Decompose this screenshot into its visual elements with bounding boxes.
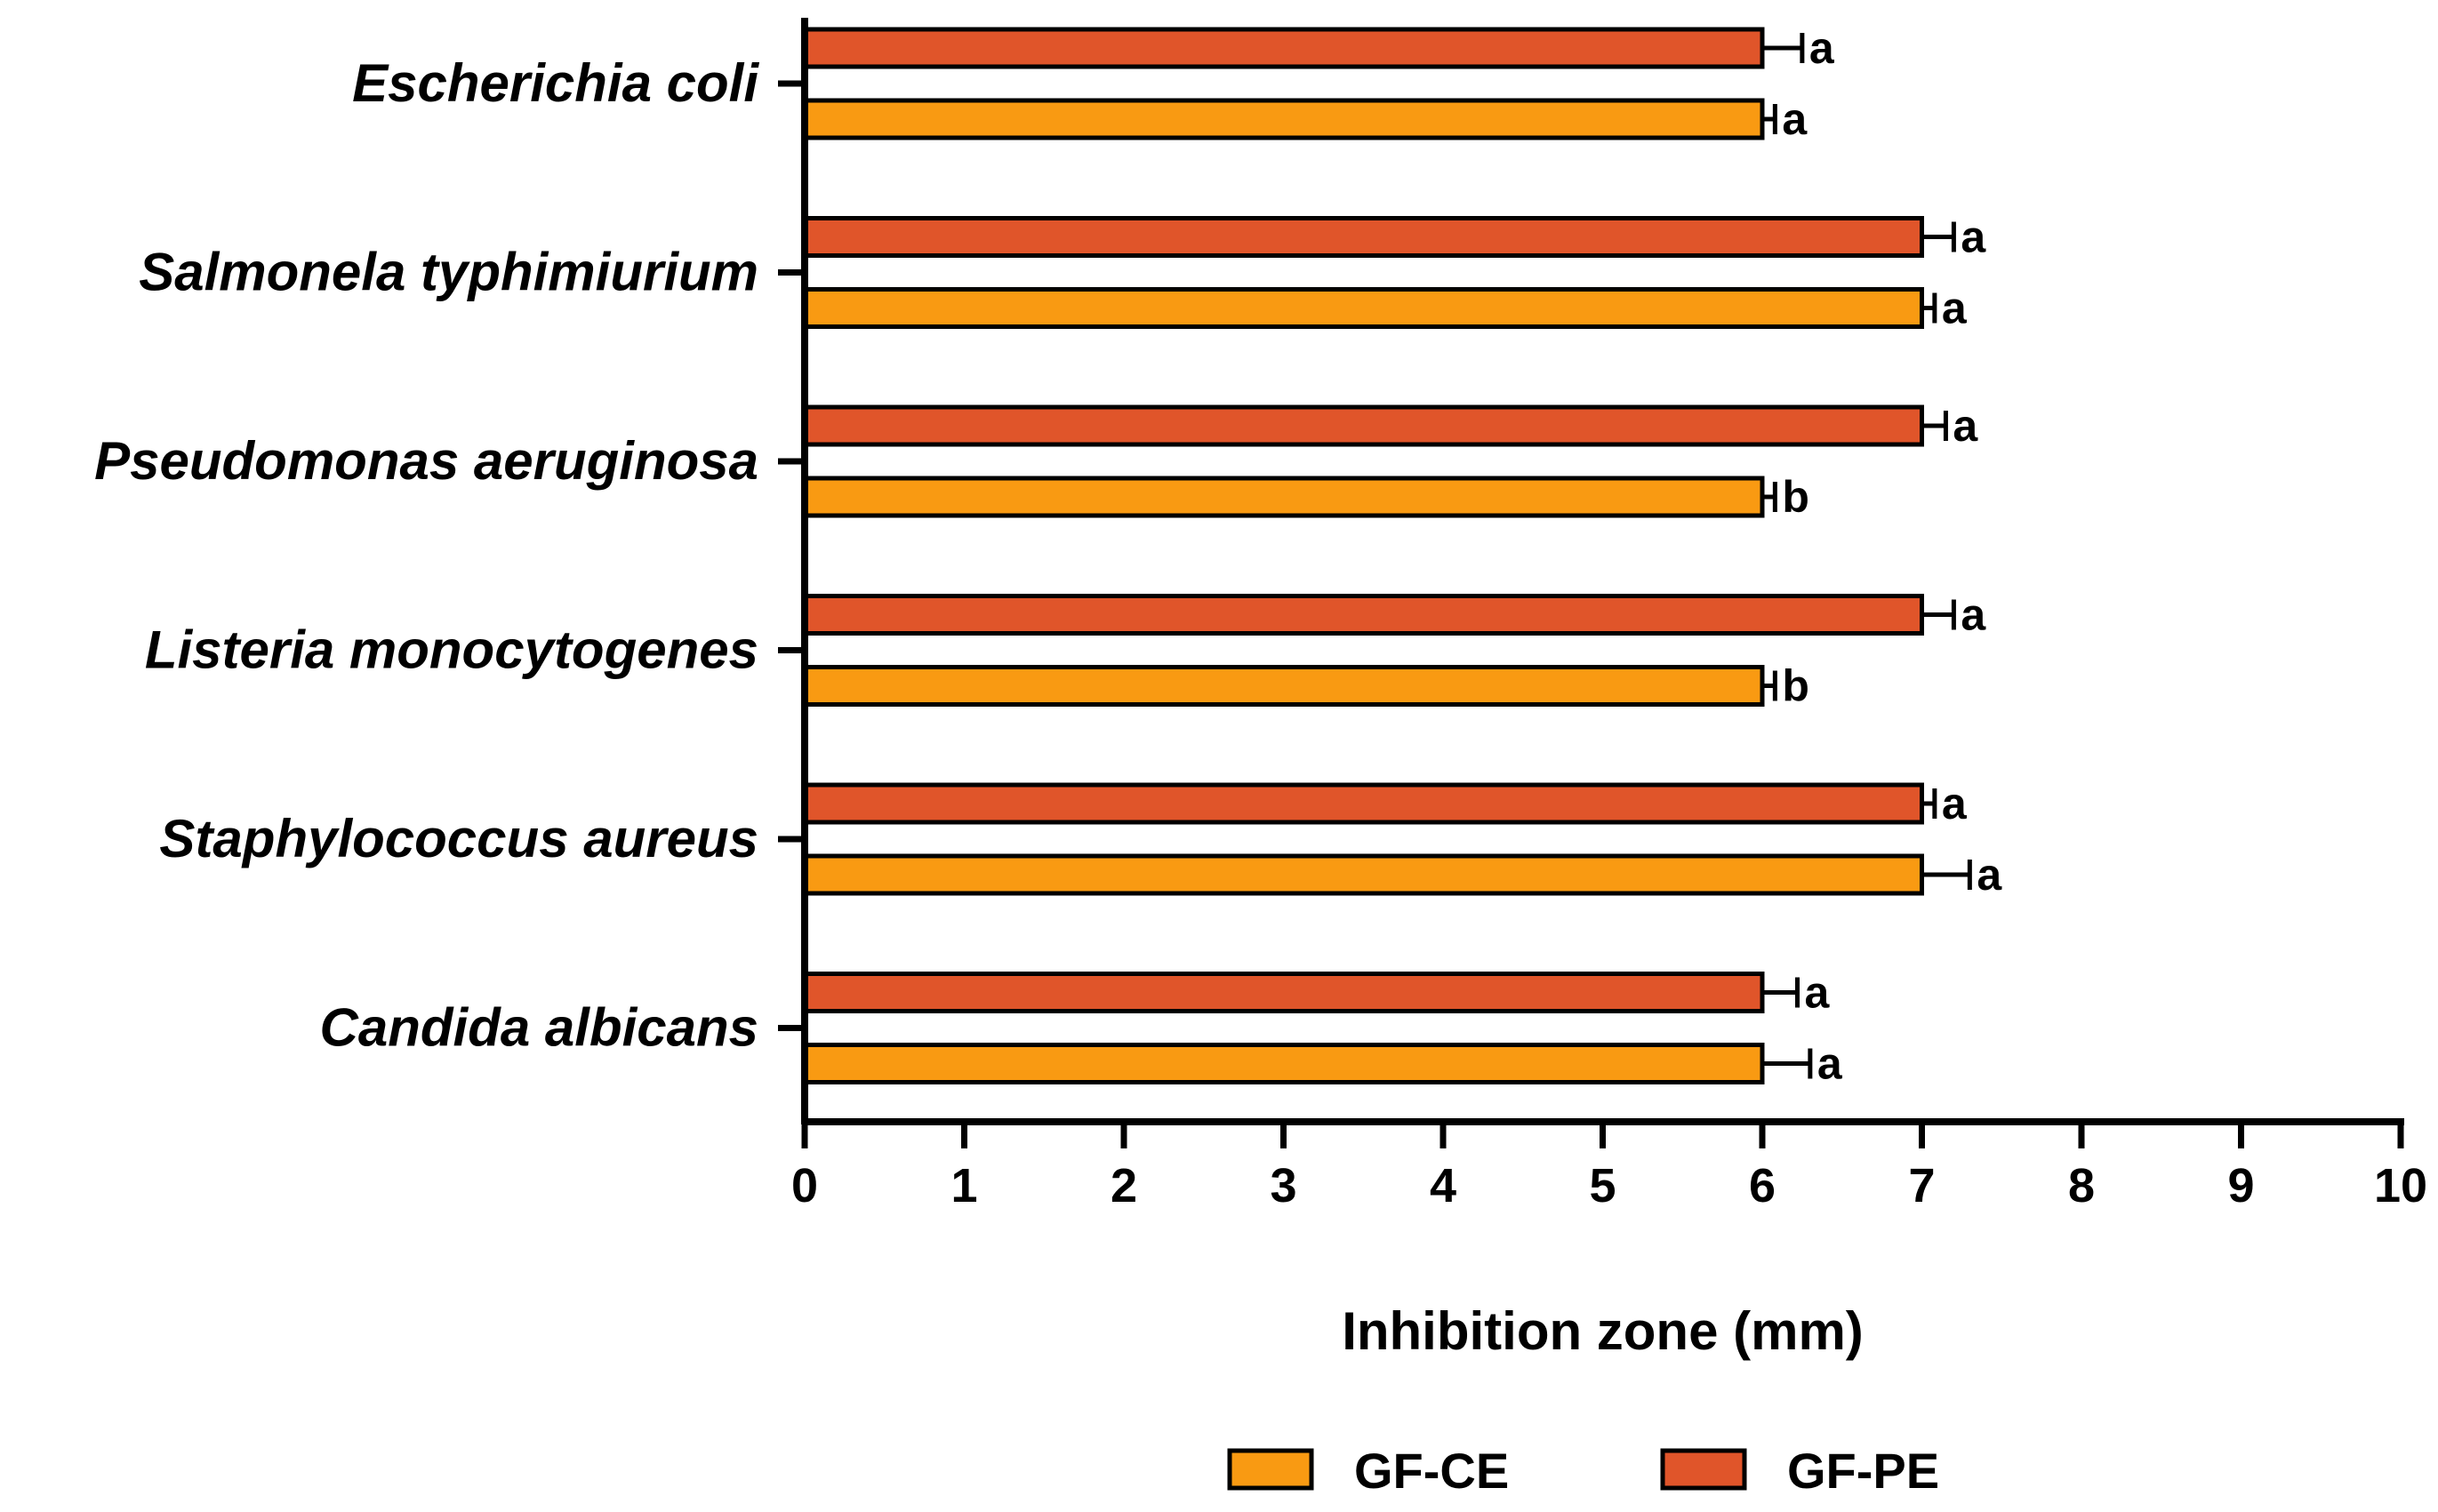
x-tick-label: 9 — [2227, 1159, 2254, 1212]
bar-gf-ce — [802, 287, 1924, 329]
x-tick-label: 5 — [1589, 1159, 1616, 1212]
bar-gf-ce — [802, 665, 1765, 707]
bar-gf-ce — [802, 476, 1765, 518]
legend-label-gf-pe: GF-PE — [1787, 1443, 1939, 1499]
bar-gf-ce — [802, 98, 1765, 140]
x-tick-label: 0 — [791, 1159, 818, 1212]
category-label: Escherichia coli — [352, 53, 759, 113]
significance-letter: a — [1804, 968, 1830, 1018]
significance-letter: a — [1809, 23, 1835, 73]
category-label: Staphylococcus aureus — [159, 809, 758, 868]
significance-letter: a — [1942, 284, 1968, 333]
legend-label-gf-ce: GF-CE — [1354, 1443, 1509, 1499]
x-tick-label: 7 — [1908, 1159, 1935, 1212]
significance-letter: a — [1961, 590, 1986, 640]
bar-gf-pe — [802, 27, 1765, 69]
bar-gf-ce — [802, 1043, 1765, 1084]
x-tick-label: 4 — [1430, 1159, 1456, 1212]
bar-gf-ce — [802, 853, 1924, 896]
category-label: Listeria monocytogenes — [145, 620, 758, 680]
x-tick-label: 8 — [2068, 1159, 2095, 1212]
significance-letter: b — [1782, 472, 1809, 522]
x-axis-title: Inhibition zone (mm) — [1342, 1301, 1864, 1361]
x-tick-label: 1 — [950, 1159, 977, 1212]
legend-swatch-gf-pe — [1660, 1448, 1747, 1491]
bar-gf-pe — [802, 404, 1924, 447]
bar-gf-pe — [802, 782, 1924, 825]
category-label: Pseudomonas aeruginosa — [94, 431, 758, 491]
significance-letter: a — [1977, 850, 2002, 900]
category-label: Salmonela typhimiurium — [139, 243, 758, 302]
significance-letter: a — [1817, 1039, 1843, 1089]
legend-swatch-gf-ce — [1227, 1448, 1314, 1491]
significance-letter: a — [1782, 94, 1808, 144]
x-tick-label: 6 — [1749, 1159, 1776, 1212]
significance-letter: a — [1961, 212, 1986, 262]
significance-letter: b — [1782, 661, 1809, 711]
category-label: Candida albicans — [320, 998, 758, 1058]
x-tick-label: 2 — [1111, 1159, 1137, 1212]
x-tick-label: 10 — [2374, 1159, 2427, 1212]
bar-gf-pe — [802, 216, 1924, 258]
bar-gf-pe — [802, 972, 1765, 1013]
significance-letter: a — [1942, 779, 1968, 828]
significance-letter: a — [1953, 401, 1978, 451]
x-tick-label: 3 — [1270, 1159, 1296, 1212]
bar-gf-pe — [802, 594, 1924, 636]
